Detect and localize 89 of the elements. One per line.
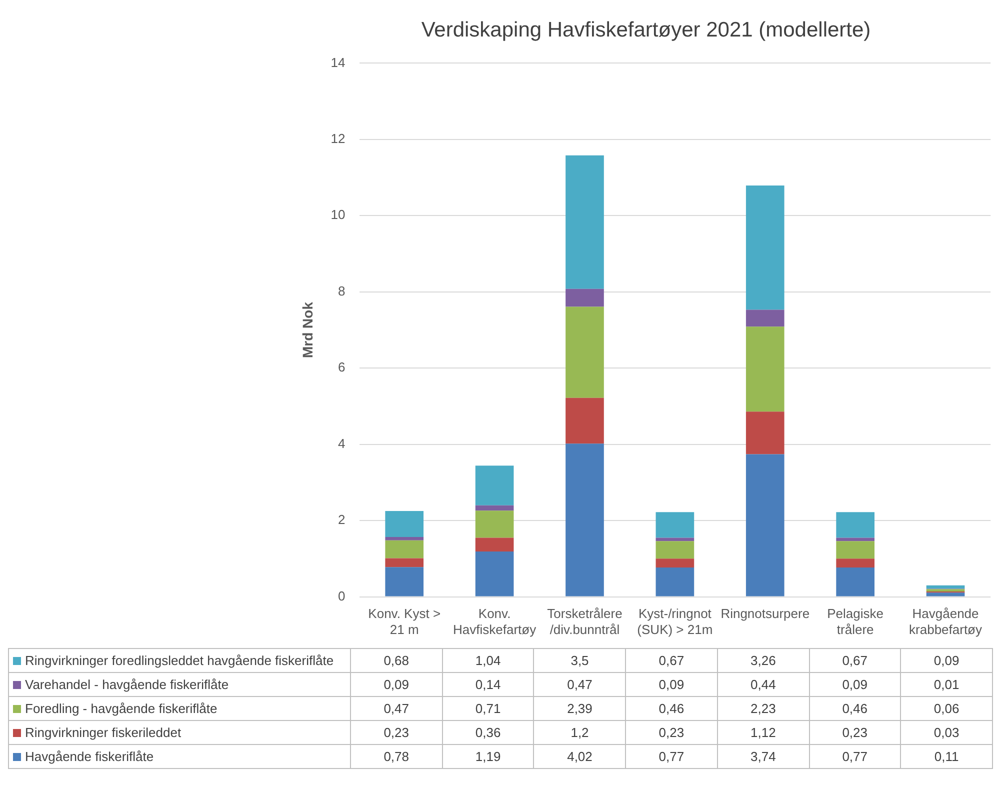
data-label: 0,23 [626, 720, 718, 744]
y-tick-label: 8 [338, 283, 346, 298]
chart-title: Verdiskaping Havfiskefartøyer 2021 (modellerte) [421, 18, 871, 42]
data-label: 0,06 [900, 696, 992, 720]
data-label: 0,47 [534, 672, 626, 696]
bar [475, 466, 514, 506]
data-label: 1,12 [717, 720, 810, 744]
bar [385, 511, 424, 537]
y-tick-label: 4 [338, 436, 346, 451]
data-label: 0,09 [626, 672, 718, 696]
data-label: 3,26 [717, 648, 810, 672]
legend-label: Ringvirkninger fiskerileddet [25, 725, 182, 740]
data-label: 0,46 [809, 696, 901, 720]
data-label: 0,68 [350, 648, 442, 672]
data-label: 3,74 [717, 744, 810, 768]
data-label: 0,01 [900, 672, 992, 696]
bar [926, 592, 965, 596]
data-label: 0,67 [809, 648, 901, 672]
x-tick-label: Kyst-/ringnot (SUK) > 21m [637, 606, 713, 637]
data-label: 0,71 [442, 696, 534, 720]
x-tick-label: Havgående krabbefartøy [909, 606, 982, 637]
data-label: 0,77 [809, 744, 901, 768]
data-label: 0,78 [350, 744, 442, 768]
bar [475, 551, 514, 596]
legend-label: Foredling - havgående fiskeriflåte [25, 701, 218, 716]
bar [385, 536, 424, 540]
data-label: 0,67 [626, 648, 718, 672]
data-label: 1,04 [442, 648, 534, 672]
y-tick-label: 12 [330, 131, 346, 146]
bar [746, 412, 784, 454]
legend-label: Varehandel - havgående fiskeriflåte [25, 677, 229, 692]
x-tick-label: Pelagiske trålere [827, 606, 884, 637]
data-label: 0,47 [350, 696, 442, 720]
data-label: 0,09 [900, 648, 992, 672]
bar [656, 538, 694, 542]
bar [746, 186, 784, 310]
x-tick-label: Konv. Havfiskefartøy [453, 606, 537, 637]
x-tick-label: Torsketrålere /div.bunntrål [547, 606, 622, 637]
bar [656, 558, 694, 568]
data-label: 0,44 [717, 672, 810, 696]
bar [836, 541, 874, 559]
bar [385, 567, 424, 596]
bar [746, 310, 784, 327]
bar [566, 288, 604, 307]
bar [656, 512, 694, 538]
bar [836, 558, 874, 568]
data-label: 0,36 [442, 720, 534, 744]
y-tick-label: 10 [330, 207, 346, 222]
data-label: 3,5 [534, 648, 626, 672]
bar [566, 444, 604, 596]
bar [836, 538, 874, 542]
data-label: 0,14 [442, 672, 534, 696]
data-label: 0,11 [900, 744, 992, 768]
bar [566, 398, 604, 444]
legend-label: Havgående fiskeriflåte [25, 749, 154, 764]
bar [475, 538, 514, 552]
data-label: 0,23 [809, 720, 901, 744]
data-label: 0,09 [350, 672, 442, 696]
bar [746, 454, 784, 596]
bar [746, 326, 784, 412]
legend-label: Ringvirkninger foredlingsleddet havgående fiskeriflåte [25, 653, 334, 668]
bar [656, 541, 694, 559]
data-label: 1,19 [442, 744, 534, 768]
bar [836, 567, 874, 596]
bar [385, 558, 424, 568]
data-label: 0,77 [626, 744, 718, 768]
bar [566, 306, 604, 398]
data-label: 0,46 [626, 696, 718, 720]
bar [385, 540, 424, 558]
data-label: 4,02 [534, 744, 626, 768]
bar [566, 155, 604, 289]
bar [656, 567, 694, 596]
y-tick-label: 0 [338, 588, 346, 604]
y-tick-label: 2 [338, 512, 346, 528]
bar [475, 505, 514, 511]
y-axis-title: Mrd Nok [299, 302, 316, 358]
data-label: 2,23 [717, 696, 810, 720]
data-label: 1,2 [534, 720, 626, 744]
x-tick-label: Ringnotsurpere [720, 606, 810, 622]
data-label: 0,03 [900, 720, 992, 744]
data-label: 0,23 [350, 720, 442, 744]
x-tick-label: Konv. Kyst > 21 m [368, 606, 441, 637]
data-label: 2,39 [534, 696, 626, 720]
bar [926, 585, 965, 589]
data-label: 0,09 [809, 672, 901, 696]
y-tick-label: 6 [338, 360, 346, 375]
bar [836, 512, 874, 538]
y-tick-label: 14 [330, 54, 346, 70]
bar [475, 510, 514, 538]
